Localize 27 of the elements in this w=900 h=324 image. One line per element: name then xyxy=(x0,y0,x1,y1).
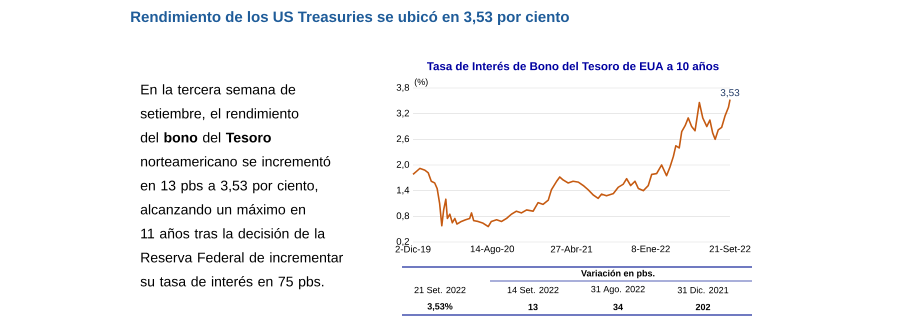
y-tick-label: 1,4 xyxy=(397,186,410,195)
text: 13 xyxy=(528,304,538,310)
text: Variación en pbs. xyxy=(581,270,654,278)
text: 31 Ago. 2022 xyxy=(591,286,645,294)
chart-subtitle: Tasa de Interés de Bono del Tesoro de EUA a 10 años xyxy=(426,62,719,70)
x-tick-label: 8-Ene-22 xyxy=(632,246,670,252)
x-tick-label: 27-Abr-21 xyxy=(550,246,592,252)
x-tick-label: 14-Ago-20 xyxy=(470,246,514,254)
text: 21 Set. 2022 xyxy=(414,286,466,294)
y-axis-title: (%) xyxy=(414,78,428,87)
annotation: 3,53 xyxy=(720,89,740,98)
y-tick-label: 0,8 xyxy=(396,212,410,220)
text: 34 xyxy=(613,304,623,310)
x-tick-label: 2-Dic-19 xyxy=(396,246,430,252)
text: En la tercera semana de setiembre, el rendimiento del bono del Tesoro norteamericano se incrementó en 13 pbs a 3,53 por ciento, alcanzando un máximo en 11 años tras la decisión de la Reserva Federal de incrementar su tasa de interés en 75 pbs. xyxy=(140,84,344,290)
chart-title: Rendimiento de los US Treasuries se ubicó en 3,53 por ciento xyxy=(131,10,569,26)
y-tick-label: 2,0 xyxy=(396,161,410,169)
y-tick-label: 3,8 xyxy=(396,84,410,92)
text: 14 Set. 2022 xyxy=(508,286,558,294)
y-tick-label: 0,2 xyxy=(396,238,410,246)
text: 3,53% xyxy=(427,303,453,311)
text: 31 Dic. 2021 xyxy=(678,286,728,294)
text: 202 xyxy=(696,304,710,310)
x-tick-label: 21-Set-22 xyxy=(710,246,750,252)
y-tick-label: 3,2 xyxy=(396,110,410,118)
line-series xyxy=(412,98,731,228)
y-tick-label: 2,6 xyxy=(396,135,410,144)
